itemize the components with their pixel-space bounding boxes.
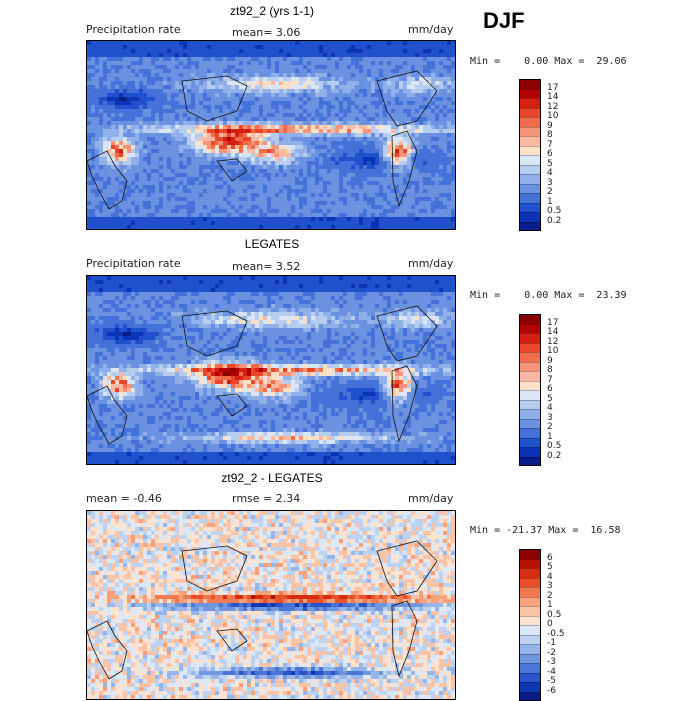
colorbar-swatch	[519, 438, 541, 448]
colorbar-swatch	[519, 324, 541, 334]
colorbar-tick-label: 2	[547, 188, 553, 197]
colorbar-swatch	[519, 400, 541, 410]
colorbar-tick-label: 5	[547, 563, 553, 572]
colorbar-swatch	[519, 79, 541, 89]
colorbar-swatch	[519, 127, 541, 137]
colorbar-swatch	[519, 333, 541, 343]
colorbar-swatch	[519, 343, 541, 353]
colorbar-tick-label: 0.5	[547, 442, 561, 451]
colorbar-swatch	[519, 155, 541, 165]
colorbar-swatch	[519, 184, 541, 194]
season-label: DJF	[483, 8, 525, 34]
colorbar-swatch	[519, 625, 541, 635]
colorbar-swatch	[519, 314, 541, 324]
colorbar-swatch	[519, 597, 541, 607]
colorbar-swatch	[519, 606, 541, 616]
panel-2-field-label: Precipitation rate	[86, 257, 181, 270]
panel-1-units-label: mm/day	[408, 23, 453, 36]
colorbar-tick-label: 0.2	[547, 217, 561, 226]
colorbar-swatch	[519, 457, 541, 467]
colorbar-swatch	[519, 616, 541, 626]
panel-3-mean-label: mean = -0.46	[86, 492, 162, 505]
colorbar-swatch	[519, 635, 541, 645]
colorbar-tick-label: 14	[547, 93, 558, 102]
colorbar-swatch	[519, 352, 541, 362]
panel-2-minmax: Min = 0.00 Max = 23.39	[470, 290, 627, 301]
colorbar-swatch	[519, 644, 541, 654]
colorbar-tick-label: -1	[547, 639, 556, 648]
colorbar-tick-label: 1	[547, 601, 553, 610]
colorbar-swatch	[519, 673, 541, 683]
colorbar-tick-label: 6	[547, 385, 553, 394]
colorbar-tick-label: 4	[547, 169, 553, 178]
colorbar-swatch	[519, 222, 541, 232]
colorbar-swatch	[519, 174, 541, 184]
colorbar-swatch	[519, 362, 541, 372]
colorbar-swatch	[519, 419, 541, 429]
map-field	[87, 511, 455, 699]
colorbar-swatch	[519, 136, 541, 146]
panel-2-mean-label: mean= 3.52	[232, 260, 300, 273]
colorbar-tick-label: -5	[547, 677, 556, 686]
colorbar-swatch	[519, 371, 541, 381]
panel-3-minmax: Min = -21.37 Max = 16.58	[470, 525, 621, 536]
colorbar-swatch	[519, 89, 541, 99]
colorbar-swatch	[519, 108, 541, 118]
colorbar-swatch	[519, 559, 541, 569]
colorbar-tick-label: 4	[547, 404, 553, 413]
colorbar-tick-label: 8	[547, 366, 553, 375]
panel-2-title: LEGATES	[88, 237, 456, 251]
colorbar-swatch	[519, 663, 541, 673]
colorbar-swatch	[519, 654, 541, 664]
colorbar-tick-label: 8	[547, 131, 553, 140]
colorbar-swatch	[519, 203, 541, 213]
colorbar-swatch	[519, 193, 541, 203]
panel-2-units-label: mm/day	[408, 257, 453, 270]
map-field	[87, 41, 455, 229]
panel-1-map	[86, 40, 456, 230]
colorbar-tick-label: -6	[547, 687, 556, 696]
panel-1-field-label: Precipitation rate	[86, 23, 181, 36]
colorbar-tick-label: 14	[547, 328, 558, 337]
colorbar-swatch	[519, 381, 541, 391]
colorbar-swatch	[519, 549, 541, 559]
panel-2-map	[86, 275, 456, 465]
panel-1-title: zt92_2 (yrs 1-1)	[88, 4, 456, 18]
panel-1-minmax: Min = 0.00 Max = 29.06	[470, 56, 627, 67]
map-field	[87, 276, 455, 464]
colorbar-tick-label: 6	[547, 150, 553, 159]
colorbar-swatch	[519, 409, 541, 419]
colorbar-swatch	[519, 587, 541, 597]
colorbar-tick-label: 3	[547, 582, 553, 591]
colorbar-swatch	[519, 98, 541, 108]
colorbar-swatch	[519, 578, 541, 588]
colorbar-swatch	[519, 212, 541, 222]
colorbar-swatch	[519, 682, 541, 692]
colorbar-swatch	[519, 117, 541, 127]
colorbar-tick-label: 10	[547, 347, 558, 356]
colorbar-swatch	[519, 568, 541, 578]
colorbar-swatch	[519, 390, 541, 400]
colorbar-tick-label: -3	[547, 658, 556, 667]
panel-3-map	[86, 510, 456, 700]
colorbar-swatch	[519, 146, 541, 156]
panel-3-rmse-label: rmse = 2.34	[232, 492, 300, 505]
colorbar-swatch	[519, 165, 541, 175]
colorbar-swatch	[519, 428, 541, 438]
panel-3-title: zt92_2 - LEGATES	[88, 471, 456, 485]
panel-1-mean-label: mean= 3.06	[232, 26, 300, 39]
colorbar-tick-label: 0.2	[547, 452, 561, 461]
panel-3-units-label: mm/day	[408, 492, 453, 505]
colorbar-swatch	[519, 447, 541, 457]
colorbar-tick-label: 0	[547, 620, 553, 629]
colorbar-tick-label: 10	[547, 112, 558, 121]
colorbar-tick-label: 2	[547, 423, 553, 432]
colorbar-tick-label: 0.5	[547, 207, 561, 216]
